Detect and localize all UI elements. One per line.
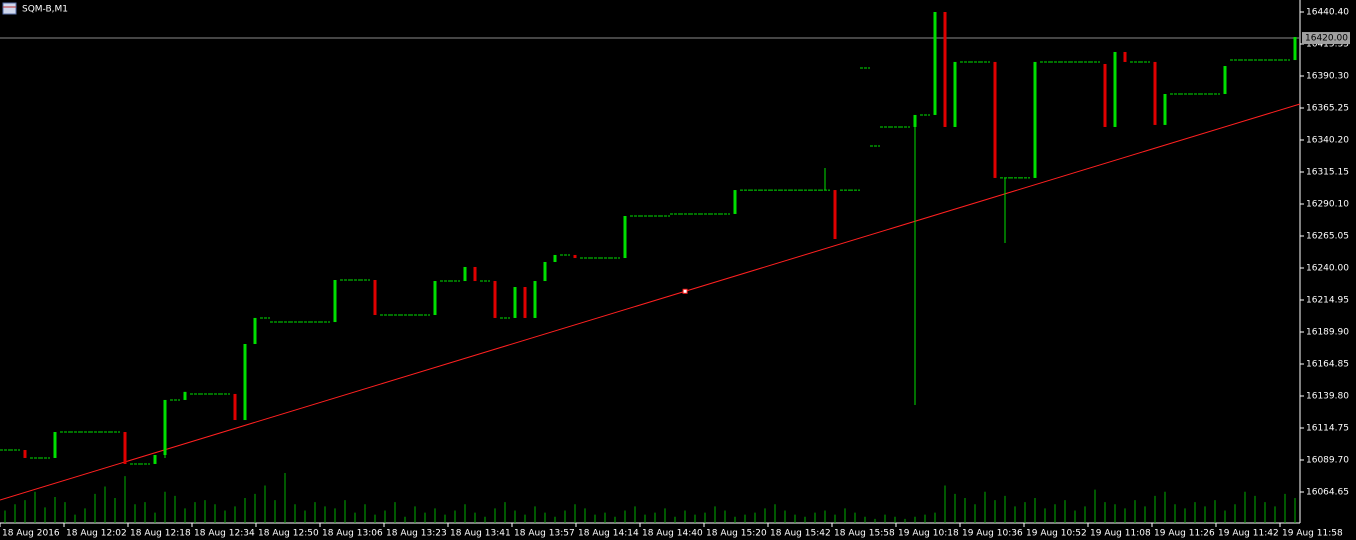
x-tick-label: 18 Aug 13:06: [322, 529, 383, 539]
candle-body: [1033, 61, 1037, 178]
candle-body: [1103, 63, 1107, 127]
candle-body: [733, 190, 737, 214]
x-tick-label: 19 Aug 11:08: [1090, 529, 1151, 539]
x-tick-label: 18 Aug 15:20: [706, 529, 767, 539]
x-tick-label: 19 Aug 11:58: [1282, 529, 1343, 539]
candle-body: [1163, 94, 1167, 125]
y-tick-label: 16189.90: [1306, 327, 1349, 337]
x-tick-label: 19 Aug 10:36: [962, 529, 1023, 539]
y-tick-label: 16340.20: [1306, 135, 1349, 145]
x-tick-label: 18 Aug 2016: [2, 529, 60, 539]
candle-body: [993, 61, 997, 178]
candle-body: [163, 399, 167, 456]
candle-body: [833, 190, 837, 239]
trendline: [0, 103, 1301, 501]
candle-body: [183, 391, 187, 400]
x-tick-label: 18 Aug 12:50: [258, 529, 319, 539]
y-tick-label: 16365.25: [1306, 103, 1349, 113]
candle-body: [523, 287, 527, 318]
candle-body: [433, 281, 437, 316]
candle-body: [53, 432, 57, 458]
y-tick-label: 16064.65: [1306, 487, 1349, 497]
y-tick-label: 16240.00: [1306, 263, 1349, 273]
candle-body: [553, 254, 557, 262]
candle-body: [153, 455, 157, 464]
candle-body: [953, 61, 957, 127]
window-icon: [2, 2, 17, 15]
x-tick-label: 18 Aug 13:57: [514, 529, 575, 539]
candle-body: [1223, 66, 1227, 95]
candle-body: [943, 11, 947, 127]
y-tick-label: 16214.95: [1306, 295, 1349, 305]
x-tick-label: 18 Aug 13:23: [386, 529, 447, 539]
candle-body: [123, 432, 127, 464]
candle-body: [253, 317, 257, 345]
y-tick-label: 16265.05: [1306, 231, 1349, 241]
y-tick-label: 16440.40: [1306, 7, 1349, 17]
candle-body: [1113, 51, 1117, 127]
y-tick-label: 16139.80: [1306, 391, 1349, 401]
y-tick-label: 16390.30: [1306, 71, 1349, 81]
candle-body: [623, 216, 627, 259]
x-tick-label: 18 Aug 12:18: [130, 529, 191, 539]
candle-body: [373, 280, 377, 316]
x-tick-label: 18 Aug 15:42: [770, 529, 831, 539]
candle-body: [1153, 61, 1157, 125]
y-tick-label: 16315.15: [1306, 167, 1349, 177]
candle-body: [543, 261, 547, 282]
candle-body: [913, 114, 917, 127]
x-tick-label: 18 Aug 12:02: [66, 529, 127, 539]
y-tick-label: 16415.35: [1306, 39, 1349, 49]
candle-body: [473, 266, 477, 282]
candle-body: [933, 11, 937, 115]
candle-body: [493, 281, 497, 318]
candle-body: [513, 287, 517, 318]
trendline-anchor: [682, 288, 688, 294]
candle-body: [1293, 37, 1297, 61]
y-tick-label: 16164.85: [1306, 359, 1349, 369]
candle-body: [333, 280, 337, 323]
y-tick-label: 16290.10: [1306, 199, 1349, 209]
candle-body: [233, 393, 237, 421]
candle-body: [243, 344, 247, 421]
y-tick-label: 16089.70: [1306, 455, 1349, 465]
x-tick-label: 19 Aug 10:52: [1026, 529, 1087, 539]
candle-body: [533, 281, 537, 318]
x-tick-label: 19 Aug 11:26: [1154, 529, 1215, 539]
x-tick-label: 18 Aug 12:34: [194, 529, 255, 539]
candle-body: [23, 450, 27, 458]
x-tick-label: 19 Aug 11:42: [1218, 529, 1279, 539]
x-tick-label: 19 Aug 10:18: [898, 529, 959, 539]
candle-body: [1123, 51, 1127, 62]
x-tick-label: 18 Aug 13:41: [450, 529, 511, 539]
x-tick-label: 18 Aug 15:58: [834, 529, 895, 539]
last-price-box: [1302, 32, 1350, 45]
last-price-label: 16420.00: [1305, 34, 1348, 44]
x-tick-label: 18 Aug 14:14: [578, 529, 639, 539]
y-tick-label: 16114.75: [1306, 423, 1349, 433]
x-tick-label: 18 Aug 14:40: [642, 529, 703, 539]
candle-body: [573, 254, 577, 259]
candle-body: [463, 266, 467, 282]
chart-title: SQM-B,M1: [22, 5, 68, 15]
